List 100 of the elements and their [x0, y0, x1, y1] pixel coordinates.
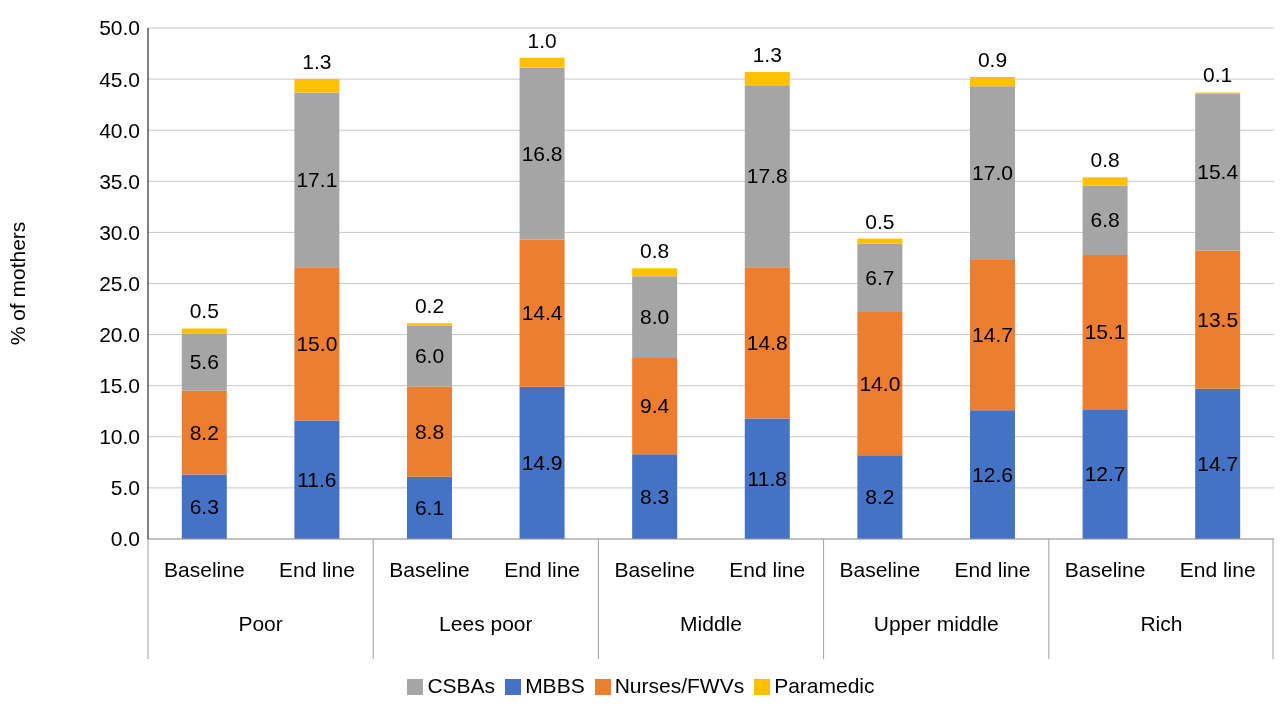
bar [969, 86, 1015, 260]
data-label: 8.0 [640, 305, 670, 329]
bar [181, 390, 227, 475]
text: Poor [238, 612, 283, 635]
bar [406, 323, 452, 326]
bar [294, 420, 340, 539]
text: Middle [680, 612, 742, 635]
bar [519, 57, 565, 68]
bar [406, 476, 452, 539]
x-tick-label: End line [954, 558, 1031, 581]
data-label: 8.2 [189, 420, 219, 444]
bar [294, 92, 340, 268]
data-label: 17.8 [746, 164, 788, 188]
bar [1082, 185, 1128, 255]
data-label: 6.7 [865, 265, 895, 289]
bar [857, 238, 903, 244]
data-label: 9.4 [640, 394, 670, 418]
bar [294, 267, 340, 421]
bar [1082, 409, 1128, 539]
data-label: 6.8 [1090, 208, 1120, 232]
bar [632, 268, 678, 277]
data-label: 0.9 [977, 48, 1008, 72]
bar [294, 79, 340, 93]
bar [857, 455, 903, 539]
bar [744, 85, 790, 268]
data-label: 14.9 [521, 450, 563, 474]
bar [1195, 93, 1241, 251]
y-axis-title: % of mothers [6, 221, 30, 346]
x-tick-label: End line [1179, 558, 1256, 581]
x-tick-label: Baseline [614, 558, 695, 581]
data-label: 11.6 [297, 467, 337, 491]
x-tick-label: End line [504, 558, 581, 581]
bar [519, 67, 565, 240]
bar [857, 243, 903, 313]
data-label: 11.8 [747, 466, 787, 490]
bar [632, 276, 678, 359]
y-tick-label: 10.0 [99, 425, 140, 449]
legend-label: Paramedic [774, 674, 875, 697]
bar [744, 418, 790, 539]
bar [632, 454, 678, 539]
bar [181, 333, 227, 391]
bar [519, 386, 565, 539]
y-tick-label: 15.0 [99, 374, 140, 398]
data-label: 0.8 [1090, 148, 1120, 172]
x-tick-label: Baseline [1064, 558, 1146, 581]
bar [519, 239, 565, 387]
data-label: 1.3 [302, 50, 332, 74]
data-label: 16.8 [521, 141, 563, 165]
x-tick-label: Baseline [164, 558, 245, 581]
y-tick-label: 40.0 [99, 118, 140, 142]
bar [1082, 177, 1128, 186]
data-label: 8.8 [414, 419, 445, 443]
text: Rich [1140, 612, 1183, 635]
data-label: 14.0 [859, 371, 901, 395]
bar [969, 259, 1015, 411]
bar [969, 410, 1015, 539]
data-label: 12.6 [972, 462, 1013, 486]
data-label: 8.2 [865, 485, 895, 509]
data-label: 17.0 [972, 161, 1013, 185]
bar [632, 358, 678, 455]
x-tick-label: Baseline [389, 558, 470, 581]
data-label: 14.7 [972, 323, 1013, 347]
data-label: 15.4 [1197, 160, 1239, 184]
data-label: 6.0 [414, 344, 445, 368]
y-tick-label: 20.0 [99, 323, 140, 347]
bar [406, 325, 452, 387]
y-tick-label: 45.0 [99, 67, 140, 91]
data-label: 15.1 [1084, 320, 1126, 344]
data-label: 1.0 [527, 28, 557, 52]
data-label: 12.7 [1084, 462, 1126, 486]
data-label: 17.1 [296, 167, 338, 191]
legend-label: MBBS [525, 674, 585, 697]
bar [406, 386, 452, 477]
x-tick-label: Baseline [839, 558, 921, 581]
y-tick-label: 5.0 [110, 476, 140, 500]
data-label: 15.0 [296, 331, 338, 355]
bar [181, 474, 227, 539]
y-tick-label: 25.0 [99, 271, 140, 295]
bar [969, 77, 1015, 87]
bar [744, 267, 790, 419]
data-label: 6.3 [189, 494, 219, 518]
legend-label: CSBAs [427, 674, 496, 697]
bar [744, 71, 790, 86]
bar [1082, 254, 1128, 410]
data-label: 14.8 [746, 330, 788, 354]
y-tick-label: 35.0 [99, 169, 140, 193]
data-label: 6.1 [414, 495, 445, 519]
data-label: 13.5 [1197, 307, 1239, 331]
data-label: 0.1 [1203, 63, 1233, 87]
data-label: 0.8 [640, 239, 670, 263]
legend-label: Nurses/FWVs [614, 674, 745, 697]
data-label: 8.3 [640, 484, 670, 508]
bar [1195, 250, 1241, 389]
bar [857, 312, 903, 456]
data-label: 1.3 [752, 42, 782, 66]
bar [1195, 388, 1241, 539]
y-tick-label: 30.0 [99, 220, 140, 244]
bar [181, 328, 227, 334]
data-label: 0.2 [414, 294, 445, 318]
data-label: 14.4 [521, 301, 563, 325]
